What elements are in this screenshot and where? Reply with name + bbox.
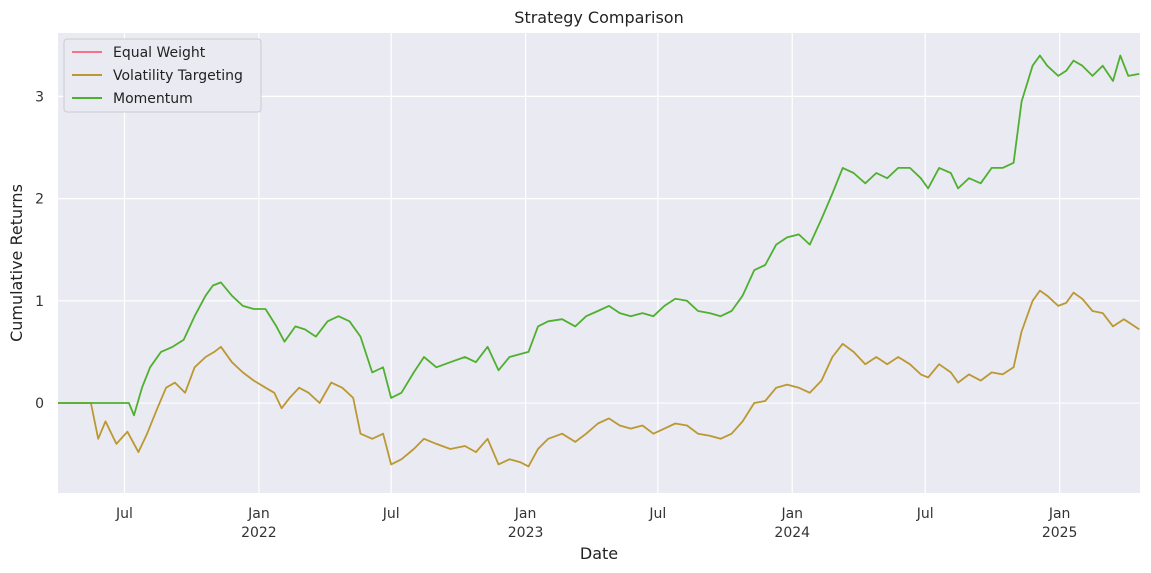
- y-axis-title: Cumulative Returns: [7, 184, 26, 342]
- series-line-volatility-targeting: [58, 289, 1140, 468]
- legend: Equal Weight Volatility Targeting Momentum: [63, 38, 262, 113]
- series-layer: [58, 54, 1140, 468]
- x-tick-label-5: Jan: [780, 506, 803, 522]
- y-tick-label-0: 0: [35, 396, 44, 412]
- legend-label-2: Momentum: [113, 91, 193, 107]
- x-tick-year-7: 2025: [1042, 525, 1078, 541]
- x-tick-year-5: 2024: [774, 525, 810, 541]
- x-tick-label-4: Jul: [648, 506, 666, 522]
- x-tick-label-7: Jan: [1048, 506, 1071, 522]
- x-tick-label-6: Jul: [916, 506, 934, 522]
- x-axis-title: Date: [580, 544, 618, 563]
- y-tick-label-1: 1: [35, 294, 44, 310]
- legend-label-1: Volatility Targeting: [113, 68, 243, 84]
- x-tick-year-1: 2022: [241, 525, 277, 541]
- x-tick-labels: Jul Jan 2022 Jul Jan 2023 Jul Jan 2024 Jul Jan 2025: [115, 506, 1077, 541]
- y-tick-label-3: 3: [35, 89, 44, 105]
- x-tick-label-1: Jan: [247, 506, 270, 522]
- y-tick-label-2: 2: [35, 192, 44, 208]
- grid-lines: [58, 33, 1140, 493]
- x-tick-label-3: Jan: [514, 506, 537, 522]
- chart-title: Strategy Comparison: [514, 8, 683, 27]
- legend-label-0: Equal Weight: [113, 45, 206, 61]
- x-tick-year-3: 2023: [508, 525, 544, 541]
- legend-box: [63, 38, 262, 113]
- x-tick-label-0: Jul: [115, 506, 133, 522]
- x-tick-label-2: Jul: [382, 506, 400, 522]
- series-line-momentum: [58, 54, 1140, 417]
- y-tick-labels: 0 1 2 3: [35, 89, 44, 412]
